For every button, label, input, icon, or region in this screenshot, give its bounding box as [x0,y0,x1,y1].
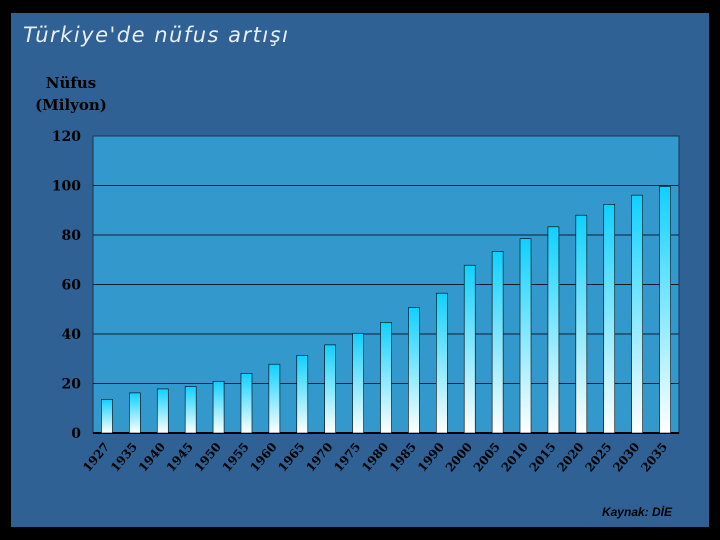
bar-2020 [575,214,588,434]
bar-1960 [268,363,281,434]
slide-background: Türkiye'de nüfus artışı Nüfus (Milyon) 0… [11,13,709,527]
bar-2015 [547,226,560,434]
bar-1985 [408,307,420,434]
x-tick-label: 2005 [471,440,503,475]
x-tick-label: 2025 [582,440,614,475]
bar-2035 [659,186,671,434]
bar-1940 [156,388,169,434]
x-tick-label: 1985 [387,440,419,475]
bar-1965 [296,354,309,434]
x-tick-label: 1955 [220,440,252,475]
y-tick-label: 40 [62,327,82,343]
y-tick-label: 100 [52,179,81,195]
bar-1935 [129,392,141,434]
y-tick-label: 0 [71,426,81,442]
bar-2010 [519,238,532,434]
bar-1927 [101,399,113,434]
bar-1975 [352,332,364,434]
bar-2005 [491,251,504,434]
bar-1950 [212,380,225,434]
x-tick-label: 1935 [108,440,140,475]
y-axis-title-line2: (Milyon) [35,96,107,114]
x-tick-label: 1970 [303,440,335,475]
x-tick-label: 2020 [554,440,586,475]
bar-2025 [603,204,616,434]
x-tick-label: 2015 [527,440,559,475]
y-axis-title-line1: Nüfus [46,74,96,92]
bars [101,186,671,434]
bar-1970 [324,344,336,434]
x-tick-label: 1950 [192,440,224,475]
y-tick-label: 80 [62,228,82,244]
slide-title: Türkiye'de nüfus artışı [23,23,290,47]
y-tick-label: 20 [62,377,82,393]
y-tick-label: 60 [62,278,82,294]
x-tick-label: 2035 [638,440,670,475]
x-tick-label: 1927 [80,440,112,475]
x-tick-label: 2030 [610,440,642,475]
x-tick-label: 1945 [164,440,196,475]
bar-1955 [240,373,253,434]
y-tick-label: 120 [52,129,81,145]
x-tick-label: 2000 [443,440,475,475]
x-tick-label: 1980 [359,440,391,475]
bar-1980 [380,322,392,434]
x-tick-label: 1975 [331,440,363,475]
x-tick-labels: 1927193519401945195019551960196519701975… [80,440,670,475]
bar-1945 [184,386,197,434]
bar-2000 [463,264,476,434]
x-tick-label: 1960 [247,440,279,475]
x-tick-label: 1990 [415,440,447,475]
y-tick-labels: 0 20 40 60 80 100 120 [52,129,81,442]
x-tick-label: 2010 [499,440,531,475]
bar-2030 [631,194,643,434]
source-label: Kaynak: DİE [601,505,672,519]
x-tick-label: 1940 [136,440,168,475]
x-tick-label: 1965 [275,440,307,475]
bar-1990 [436,292,448,434]
